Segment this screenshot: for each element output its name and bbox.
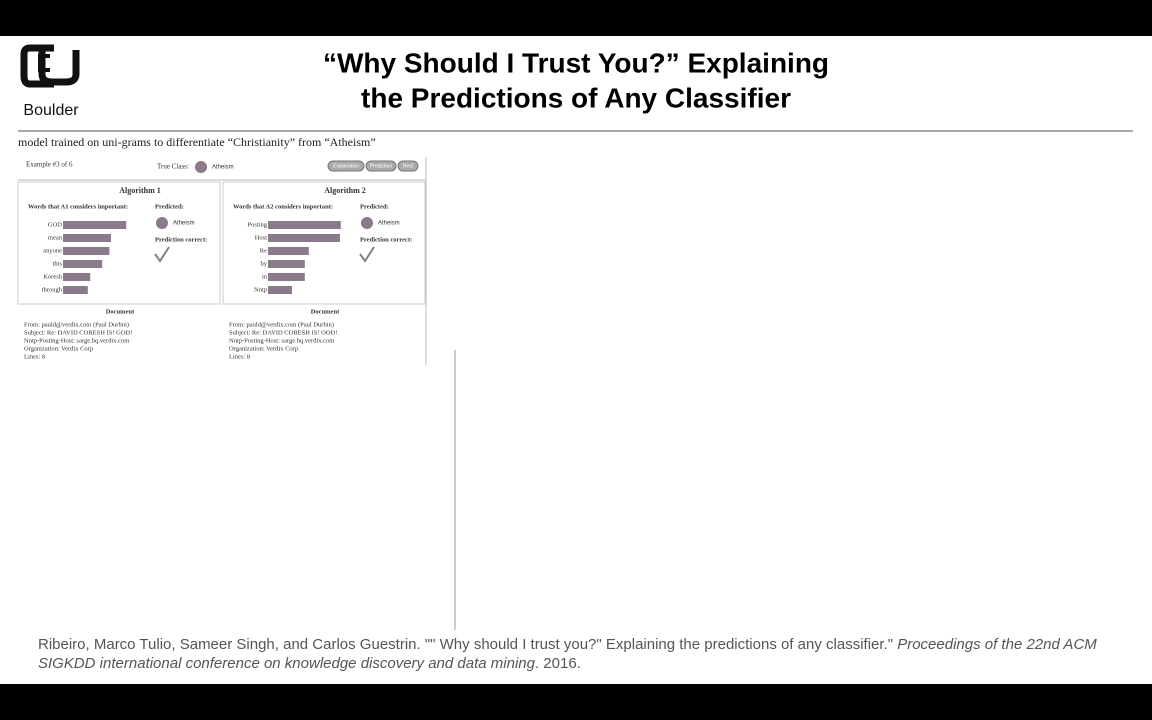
document-line: From: pauld@verdix.com (Paul Durbin) bbox=[24, 321, 129, 328]
predicted-dot bbox=[361, 217, 373, 229]
weight-bar bbox=[63, 286, 88, 294]
predicted-label: Predicted: bbox=[360, 203, 389, 210]
word: mean bbox=[48, 234, 63, 241]
true-class: Atheism bbox=[212, 165, 234, 171]
predicted-label: Predicted: bbox=[155, 203, 184, 210]
word: through bbox=[42, 286, 63, 293]
words-label: Words that A2 considers important: bbox=[233, 203, 333, 210]
button[interactable] bbox=[327, 160, 365, 172]
subtitle: model trained on uni-grams to differenti… bbox=[18, 135, 376, 149]
document-line: Organization: Verdix Corp bbox=[24, 345, 93, 352]
weight-bar bbox=[268, 260, 305, 268]
word: this bbox=[53, 260, 63, 267]
weight-bar bbox=[63, 221, 127, 229]
logo bbox=[20, 44, 80, 88]
button[interactable] bbox=[397, 160, 419, 172]
weight-bar bbox=[63, 273, 91, 281]
correct-label: Prediction correct: bbox=[155, 236, 207, 243]
weight-bar bbox=[268, 234, 340, 242]
weight-bar bbox=[63, 260, 103, 268]
predicted-dot bbox=[156, 217, 168, 229]
citation-venue: Proceedings of the 22nd ACM SIGKDD inter… bbox=[38, 636, 1097, 672]
panel-title: Algorithm 1 bbox=[119, 186, 161, 195]
citation: Ribeiro, Marco Tulio, Sameer Singh, and … bbox=[38, 635, 1123, 673]
weight-bar bbox=[63, 247, 110, 255]
class-dot bbox=[195, 161, 207, 173]
citation-year: . 2016. bbox=[534, 655, 581, 672]
panel-title: Algorithm 2 bbox=[324, 186, 366, 195]
weight-bar bbox=[268, 221, 341, 229]
word: anyone bbox=[43, 247, 62, 254]
citation-text: Ribeiro, Marco Tulio, Sameer Singh, and … bbox=[38, 636, 898, 653]
word: GOD bbox=[48, 221, 62, 228]
document-line: Subject: Re: DAVID CORESH IS! GOD! bbox=[24, 329, 132, 336]
check-mark bbox=[359, 246, 375, 263]
demo-screenshot: Example #3 of 6 True Class: Atheism Explana… bbox=[17, 157, 427, 365]
panel bbox=[222, 181, 426, 305]
word: Host bbox=[255, 234, 267, 241]
check-mark bbox=[154, 246, 170, 263]
weight-bar bbox=[268, 286, 292, 294]
word: in bbox=[262, 273, 268, 280]
example-label: Example #3 of 6 bbox=[26, 161, 73, 169]
words-label: Words that A1 considers important: bbox=[28, 203, 128, 210]
document-line: Nntp-Posting-Host: sarge.hq.verdix.com bbox=[24, 337, 129, 344]
title: “Why Should I Trust You?” Explaining bbox=[323, 47, 829, 78]
top-bar bbox=[0, 0, 1152, 36]
weight-bar bbox=[268, 273, 305, 281]
button[interactable] bbox=[365, 160, 397, 172]
logo-text: Boulder bbox=[23, 102, 79, 119]
document-title: Document bbox=[311, 308, 340, 315]
document-line: Nntp-Posting-Host: sarge.hq.verdix.com bbox=[229, 337, 334, 344]
word: Posting bbox=[247, 221, 267, 228]
document-line: Lines: 8 bbox=[24, 353, 45, 360]
word: Nntp bbox=[254, 286, 267, 293]
title: the Predictions of Any Classifier bbox=[361, 82, 791, 113]
document-line: From: pauld@verdix.com (Paul Durbin) bbox=[229, 321, 334, 328]
word: Koresh bbox=[43, 273, 63, 280]
button-label: Next bbox=[403, 163, 414, 169]
document-line: Organization: Verdix Corp bbox=[229, 345, 298, 352]
word: by bbox=[261, 260, 268, 267]
predicted: Atheism bbox=[378, 221, 400, 227]
weight-bar bbox=[63, 234, 111, 242]
word: Re bbox=[260, 247, 267, 254]
panel bbox=[17, 181, 221, 305]
button-label: Explanation bbox=[333, 163, 359, 169]
document-title: Document bbox=[106, 308, 135, 315]
document-line: Subject: Re: DAVID CORESH IS! OOD! bbox=[229, 329, 337, 336]
weight-bar bbox=[268, 247, 309, 255]
true-class-label: True Class: bbox=[157, 163, 189, 171]
bottom-bar bbox=[0, 684, 1152, 720]
predicted: Atheism bbox=[173, 221, 195, 227]
button-label: Prediction bbox=[370, 163, 392, 169]
correct-label: Prediction correct: bbox=[360, 236, 412, 243]
document-line: Lines: 8 bbox=[229, 353, 250, 360]
